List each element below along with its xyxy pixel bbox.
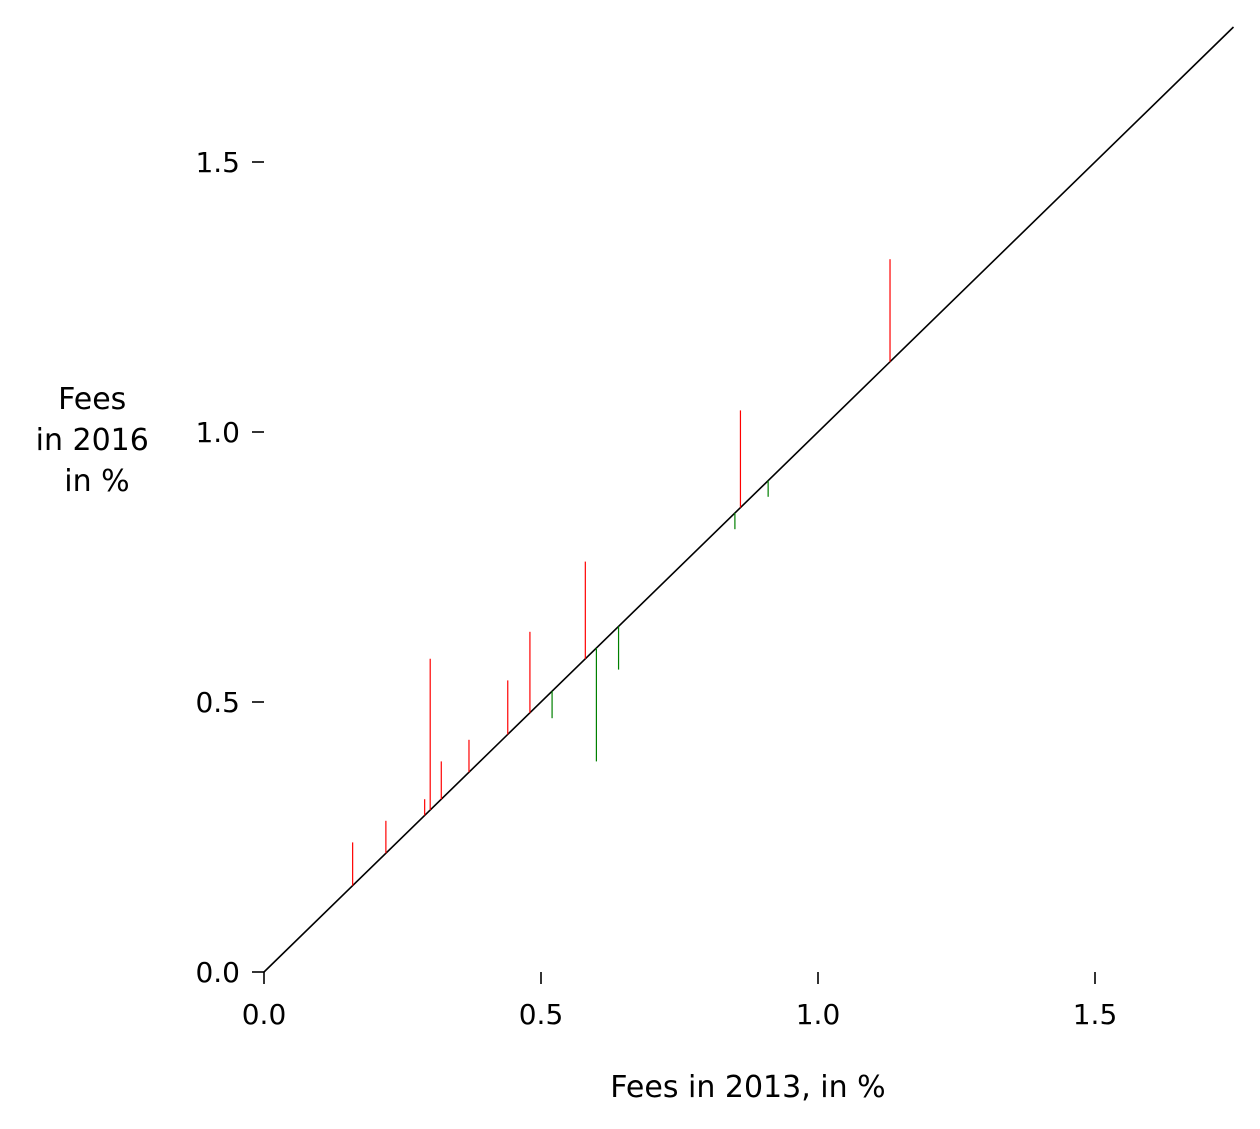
segment-series — [352, 259, 891, 886]
y-tick-label-2: 0.5 — [195, 686, 240, 719]
y-tick-label-1: 0.0 — [195, 956, 240, 989]
y-tick-label-3: 1.0 — [195, 416, 240, 449]
x-tick-label-2: 0.5 — [519, 998, 564, 1031]
x-axis-label: Fees in 2013, in % — [610, 1070, 885, 1105]
y-axis-label-line-1: Fees — [58, 382, 126, 417]
y-axis-label-line-3: in % — [64, 464, 129, 499]
x-tick-label-3: 1.0 — [796, 998, 841, 1031]
x-tick-label-1: 0.0 — [242, 998, 287, 1031]
x-tick-label-4: 1.5 — [1073, 998, 1118, 1031]
y-axis-label-line-2: in 2016 — [36, 423, 149, 458]
y-axis: 0.0 0.5 1.0 1.5 — [195, 146, 264, 989]
x-axis: 0.0 0.5 1.0 1.5 — [242, 972, 1118, 1031]
reference-line-y-equals-x — [263, 26, 1235, 973]
y-tick-label-4: 1.5 — [195, 146, 240, 179]
plot-area — [263, 26, 1235, 973]
y-axis-label: Fees in 2016 in % — [36, 382, 159, 499]
